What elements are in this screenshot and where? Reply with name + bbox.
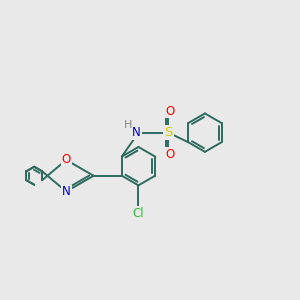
Text: O: O — [165, 148, 174, 161]
Text: N: N — [132, 126, 141, 139]
Text: O: O — [165, 104, 174, 118]
Text: N: N — [62, 185, 70, 199]
Text: H: H — [124, 120, 133, 130]
Text: Cl: Cl — [133, 207, 144, 220]
Text: Cl: Cl — [133, 207, 144, 220]
Text: O: O — [61, 154, 71, 166]
Text: S: S — [164, 126, 172, 139]
